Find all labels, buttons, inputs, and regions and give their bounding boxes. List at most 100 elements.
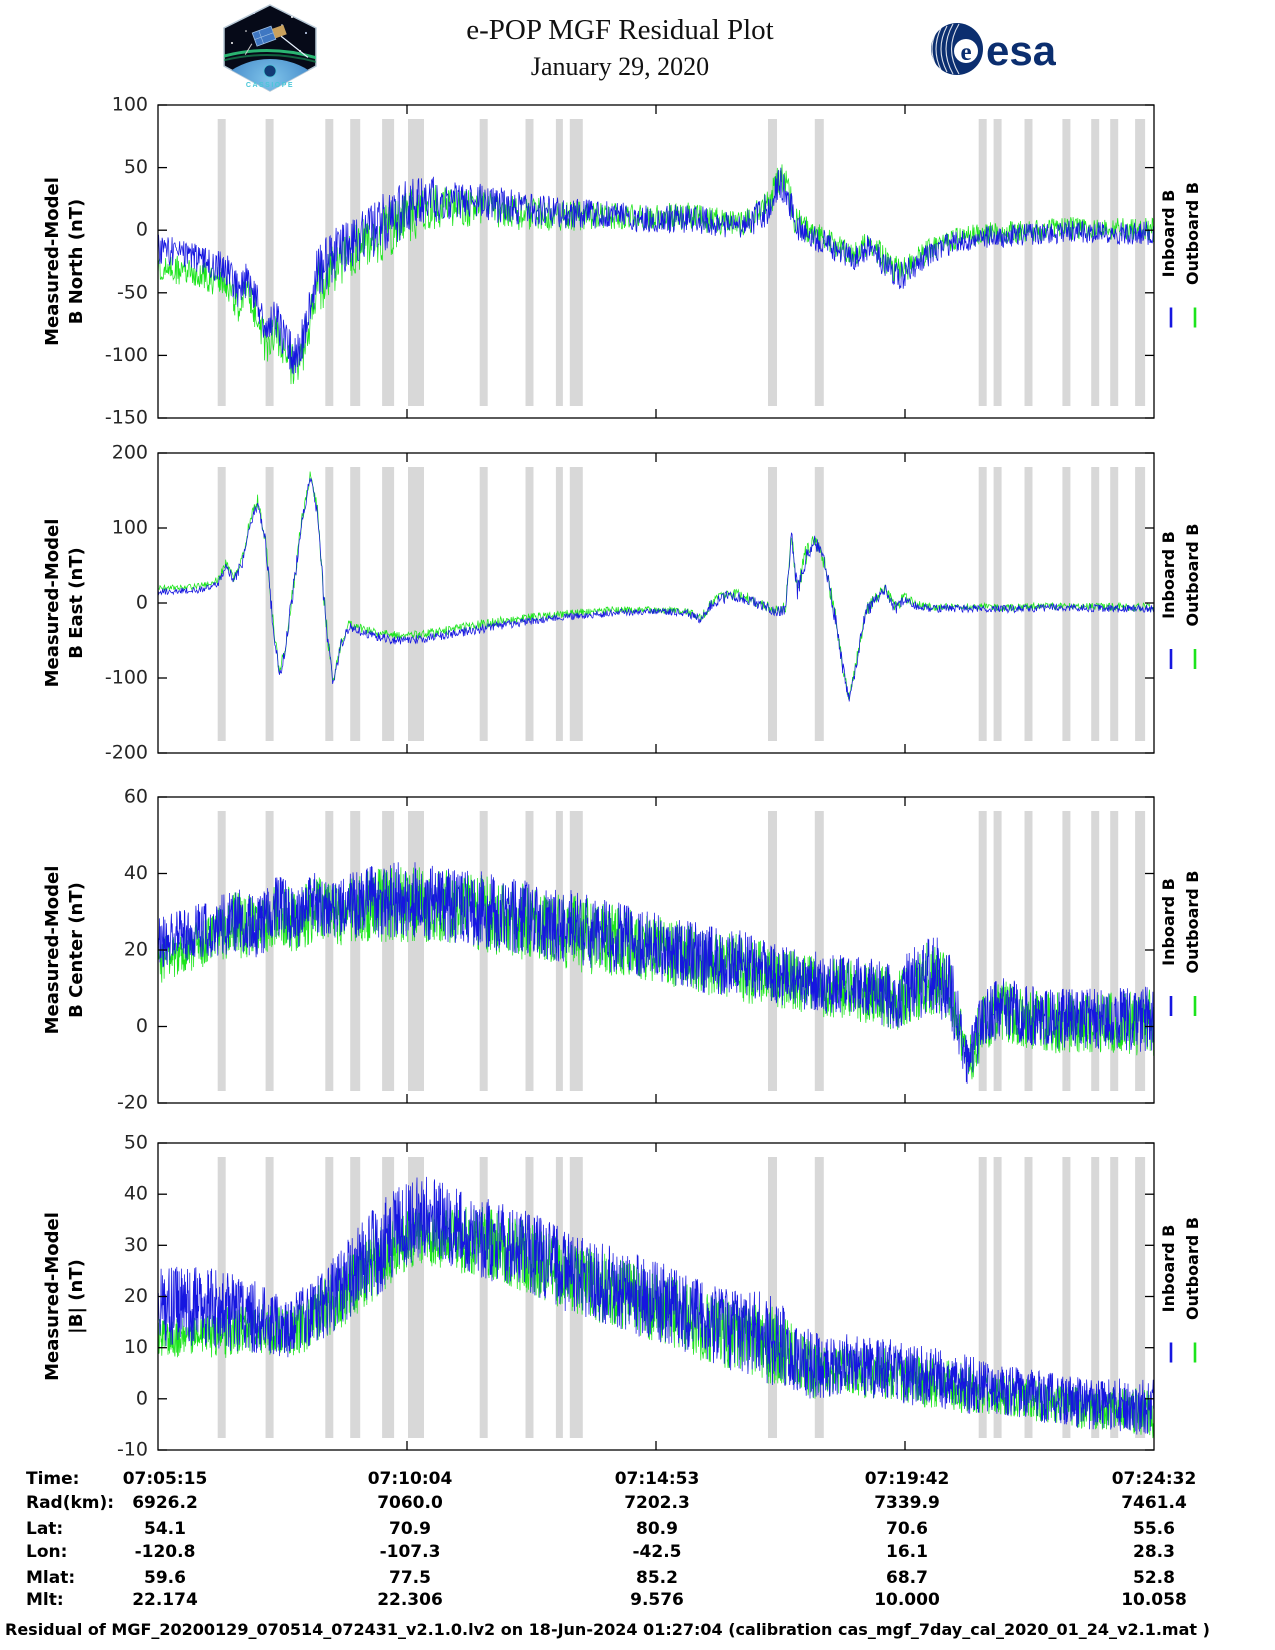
ephemeris-cell: 68.7 bbox=[886, 1568, 928, 1588]
y-tick-label: 0 bbox=[136, 1387, 148, 1409]
ephemeris-cell: -107.3 bbox=[379, 1542, 441, 1562]
cassiope-patch-icon: CASSIOPE bbox=[223, 4, 317, 92]
data-gap-band bbox=[1062, 467, 1071, 741]
ephemeris-row-label: Rad(km): bbox=[26, 1493, 115, 1513]
data-gap-band bbox=[217, 811, 226, 1091]
y-tick-label: 40 bbox=[124, 862, 148, 884]
inboard-series-path bbox=[157, 477, 1155, 702]
data-gap-band bbox=[1091, 119, 1100, 406]
data-gap-band bbox=[1024, 1157, 1033, 1438]
ephemeris-row-label: Lat: bbox=[26, 1519, 64, 1539]
outboard-series-path bbox=[157, 164, 1155, 385]
y-axis-label: Measured-Model |B| (nT) bbox=[42, 1212, 87, 1381]
ephemeris-cell: 10.000 bbox=[874, 1590, 940, 1610]
ephemeris-cell: -42.5 bbox=[632, 1542, 682, 1562]
data-gap-band bbox=[1110, 1157, 1119, 1438]
y-tick-label: 0 bbox=[136, 592, 148, 614]
data-gap-band bbox=[1024, 811, 1033, 1091]
ephemeris-cell: 77.5 bbox=[389, 1568, 431, 1588]
data-gap-band bbox=[265, 467, 274, 741]
ephemeris-cell: 55.6 bbox=[1133, 1519, 1175, 1539]
ephemeris-cell: 7202.3 bbox=[624, 1493, 690, 1513]
data-gap-band bbox=[265, 811, 274, 1091]
data-gap-band bbox=[1062, 811, 1071, 1091]
y-tick-label: 20 bbox=[124, 939, 148, 961]
data-gap-band bbox=[479, 467, 488, 741]
legend-outboard-label: Outboard B bbox=[1183, 871, 1202, 974]
data-gap-band bbox=[1110, 467, 1119, 741]
data-gap-band bbox=[1062, 119, 1071, 406]
data-gap-band bbox=[1135, 1157, 1146, 1438]
data-gap-band bbox=[768, 467, 777, 741]
data-gap-band bbox=[217, 119, 226, 406]
data-gap-band bbox=[408, 119, 424, 406]
ephemeris-cell: 7339.9 bbox=[874, 1493, 940, 1513]
data-gap-band bbox=[1135, 811, 1146, 1091]
outboard-series-path bbox=[157, 471, 1155, 700]
y-tick-label: -100 bbox=[105, 667, 148, 689]
axis-box bbox=[157, 452, 1155, 754]
data-gap-band bbox=[479, 119, 488, 406]
ephemeris-cell: 10.058 bbox=[1121, 1590, 1187, 1610]
data-gap-band bbox=[768, 119, 777, 406]
data-gap-band bbox=[993, 119, 1002, 406]
ephemeris-cell: 59.6 bbox=[144, 1568, 186, 1588]
data-gap-band bbox=[993, 467, 1002, 741]
y-tick-label: -150 bbox=[105, 407, 148, 429]
y-axis-label: Measured-Model B East (nT) bbox=[42, 519, 87, 688]
ephemeris-cell: 07:19:42 bbox=[864, 1469, 950, 1489]
data-gap-band bbox=[768, 811, 777, 1091]
inboard-series-path bbox=[157, 167, 1155, 375]
data-gap-band bbox=[525, 1157, 534, 1438]
esa-logo-icon: e esa bbox=[931, 23, 1057, 75]
ephemeris-cell: 70.6 bbox=[886, 1519, 928, 1539]
outboard-series-path bbox=[157, 867, 1155, 1080]
ephemeris-cell: 54.1 bbox=[144, 1519, 186, 1539]
data-gap-band bbox=[1135, 119, 1146, 406]
cassiope-mission-patch-logo: CASSIOPE bbox=[216, 3, 324, 93]
panel-b-center-nt-: 60 40 20 0 -20 Measured-Model B Center (nT) Inb… bbox=[42, 786, 1202, 1114]
data-gap-band bbox=[814, 119, 824, 406]
data-gap-band bbox=[978, 811, 987, 1091]
data-gap-band bbox=[265, 119, 274, 406]
data-gap-band bbox=[1024, 467, 1033, 741]
ephemeris-cell: 70.9 bbox=[389, 1519, 431, 1539]
svg-text:e: e bbox=[960, 39, 971, 66]
y-tick-label: 20 bbox=[124, 1285, 148, 1307]
data-gap-band bbox=[555, 467, 563, 741]
data-gap-band bbox=[555, 811, 563, 1091]
data-gap-band bbox=[1091, 1157, 1100, 1438]
page-subtitle-date: January 29, 2020 bbox=[530, 52, 710, 81]
y-tick-label: 60 bbox=[124, 786, 148, 808]
panel-b-east-nt-: 200 100 0 -100 -200 Measured-Model B East (nT)… bbox=[42, 442, 1202, 764]
data-gap-band bbox=[1091, 811, 1100, 1091]
data-gap-band bbox=[555, 119, 563, 406]
ephemeris-cell: 7060.0 bbox=[377, 1493, 443, 1513]
esa-logo-text: esa bbox=[986, 27, 1056, 74]
data-gap-band bbox=[350, 811, 361, 1091]
data-gap-band bbox=[993, 1157, 1002, 1438]
ephemeris-cell: 9.576 bbox=[630, 1590, 684, 1610]
data-gap-band bbox=[978, 467, 987, 741]
ephemeris-cell: 07:14:53 bbox=[614, 1469, 700, 1489]
data-gap-band bbox=[1110, 119, 1119, 406]
data-gap-band bbox=[978, 1157, 987, 1438]
data-gap-band bbox=[408, 467, 424, 741]
legend-inboard-label: Inboard B bbox=[1159, 531, 1178, 619]
data-gap-band bbox=[217, 1157, 226, 1438]
panel-b-north-nt-: 100 50 0 -50 -100 -150 Measured-Model B North (… bbox=[42, 94, 1202, 429]
data-gap-band bbox=[382, 1157, 395, 1438]
y-tick-label: -50 bbox=[117, 281, 148, 303]
y-tick-label: 100 bbox=[112, 517, 148, 539]
ephemeris-cell: 6926.2 bbox=[132, 1493, 198, 1513]
data-gap-band bbox=[382, 119, 395, 406]
ephemeris-cell: -120.8 bbox=[134, 1542, 196, 1562]
data-gap-band bbox=[569, 467, 583, 741]
data-gap-band bbox=[325, 467, 334, 741]
data-gap-band bbox=[1110, 811, 1119, 1091]
data-gap-band bbox=[814, 1157, 824, 1438]
ephemeris-cell: 07:24:32 bbox=[1111, 1469, 1197, 1489]
data-gap-band bbox=[217, 467, 226, 741]
footer-provenance-text: Residual of MGF_20200129_070514_072431_v… bbox=[5, 1620, 1210, 1639]
